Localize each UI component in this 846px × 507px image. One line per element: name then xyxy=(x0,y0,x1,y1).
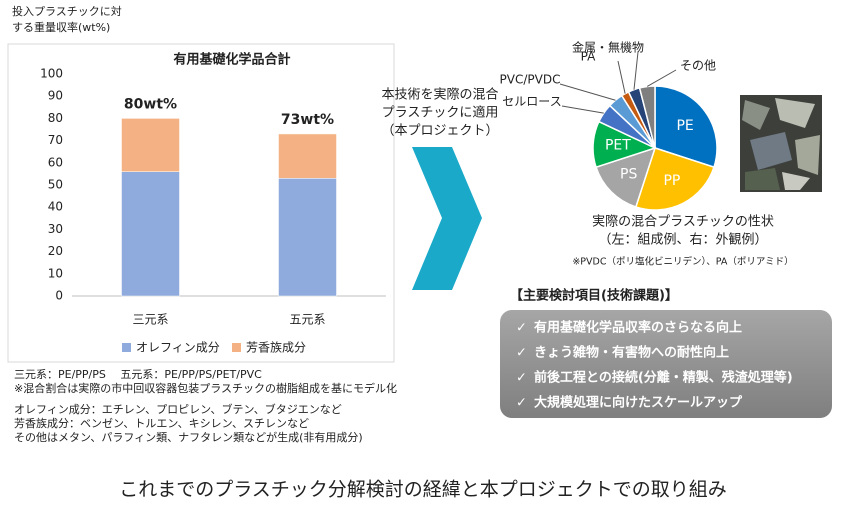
pie-label: PS xyxy=(620,166,637,182)
leader-line xyxy=(646,69,677,87)
task-header: 【主要検討項目(技術課題)】 xyxy=(510,288,678,304)
bar-segment xyxy=(121,118,180,172)
component-note: オレフィン成分：エチレン、プロピレン、ブテン、ブタジエンなど xyxy=(14,402,342,416)
leader-line xyxy=(561,105,604,114)
y-axis-label: 投入プラスチックに対 xyxy=(12,4,122,18)
pie-slice xyxy=(638,85,656,149)
y-tick-label: 90 xyxy=(48,89,63,103)
pie-label: セルロース xyxy=(502,95,561,109)
pie-label: その他 xyxy=(680,59,716,73)
pie-note: ※PVDC（ポリ塩化ビニリデン）、PA（ポリアミド） xyxy=(572,256,793,268)
y-tick-label: 10 xyxy=(48,266,63,280)
y-axis-label: する重量収率(wt%) xyxy=(12,20,110,34)
legend-swatch xyxy=(122,343,131,352)
pie-label: PET xyxy=(605,138,631,154)
bar-segment xyxy=(278,133,337,179)
arrow-text: 本技術を実際の混合 xyxy=(381,87,498,103)
y-tick-label: 20 xyxy=(48,244,63,258)
pie-label: PVC/PVDC xyxy=(500,73,561,87)
bar-segment xyxy=(121,171,180,297)
check-icon: ✓ xyxy=(516,321,527,336)
chart-title: 有用基礎化学品合計 xyxy=(173,52,290,68)
legend-label: 芳香族成分 xyxy=(246,341,306,355)
y-tick-label: 100 xyxy=(40,67,63,81)
leader-line xyxy=(559,83,616,101)
bar-note: ※混合割合は実際の市中回収容器包装プラスチックの樹脂組成を基にモデル化 xyxy=(14,381,397,395)
y-tick-label: 80 xyxy=(48,111,63,125)
task-box xyxy=(500,310,832,418)
task-item: 前後工程との接続(分離・精製、残渣処理等) xyxy=(534,370,793,386)
leader-line xyxy=(633,51,639,90)
total-label: 73wt% xyxy=(281,112,334,128)
arrow xyxy=(412,147,482,290)
y-tick-label: 30 xyxy=(48,222,63,236)
chart-frame xyxy=(7,43,395,363)
component-note: その他はメタン、パラフィン類、ナフタレン類などが生成(非有用成分) xyxy=(14,430,363,444)
check-icon: ✓ xyxy=(516,371,527,386)
footer-title: これまでのプラスチック分解検討の経緯と本プロジェクトでの取り組み xyxy=(119,479,727,501)
pie-caption: （左：組成例、右：外観例） xyxy=(598,233,767,248)
task-item: 大規模処理に向けたスケールアップ xyxy=(534,395,743,411)
y-tick-label: 0 xyxy=(55,289,63,303)
y-tick-label: 40 xyxy=(48,200,63,214)
leader-line xyxy=(617,60,626,94)
pie-slice xyxy=(654,85,718,169)
pie-label: 金属・無機物 xyxy=(572,40,644,55)
y-tick-label: 50 xyxy=(48,178,63,192)
pie-caption: 実際の混合プラスチックの性状 xyxy=(592,214,774,230)
photo xyxy=(740,95,822,192)
pie-slice xyxy=(634,147,715,211)
y-tick-label: 60 xyxy=(48,155,63,169)
legend-label: オレフィン成分 xyxy=(136,341,220,355)
x-tick-label: 三元系 xyxy=(132,313,168,327)
arrow-text: プラスチックに適用 xyxy=(382,105,499,121)
pie-label: PA xyxy=(581,50,596,64)
legend-swatch xyxy=(232,343,241,352)
component-note: 芳香族成分：ベンゼン、トルエン、キシレン、スチレンなど xyxy=(14,416,309,430)
task-item: きょう雑物・有害物への耐性向上 xyxy=(534,345,729,361)
arrow-text: （本プロジェクト） xyxy=(381,124,498,139)
bar-segment xyxy=(278,178,337,297)
task-item: 有用基礎化学品収率のさらなる向上 xyxy=(534,320,742,336)
bar-note: 三元系：PE/PP/PS 五元系：PE/PP/PS/PET/PVC xyxy=(14,368,262,381)
pie-label: PP xyxy=(663,173,680,189)
pie-label: PE xyxy=(676,118,693,134)
x-tick-label: 五元系 xyxy=(289,313,325,327)
check-icon: ✓ xyxy=(516,396,527,411)
check-icon: ✓ xyxy=(516,346,527,361)
y-tick-label: 70 xyxy=(48,133,63,147)
total-label: 80wt% xyxy=(124,96,177,112)
